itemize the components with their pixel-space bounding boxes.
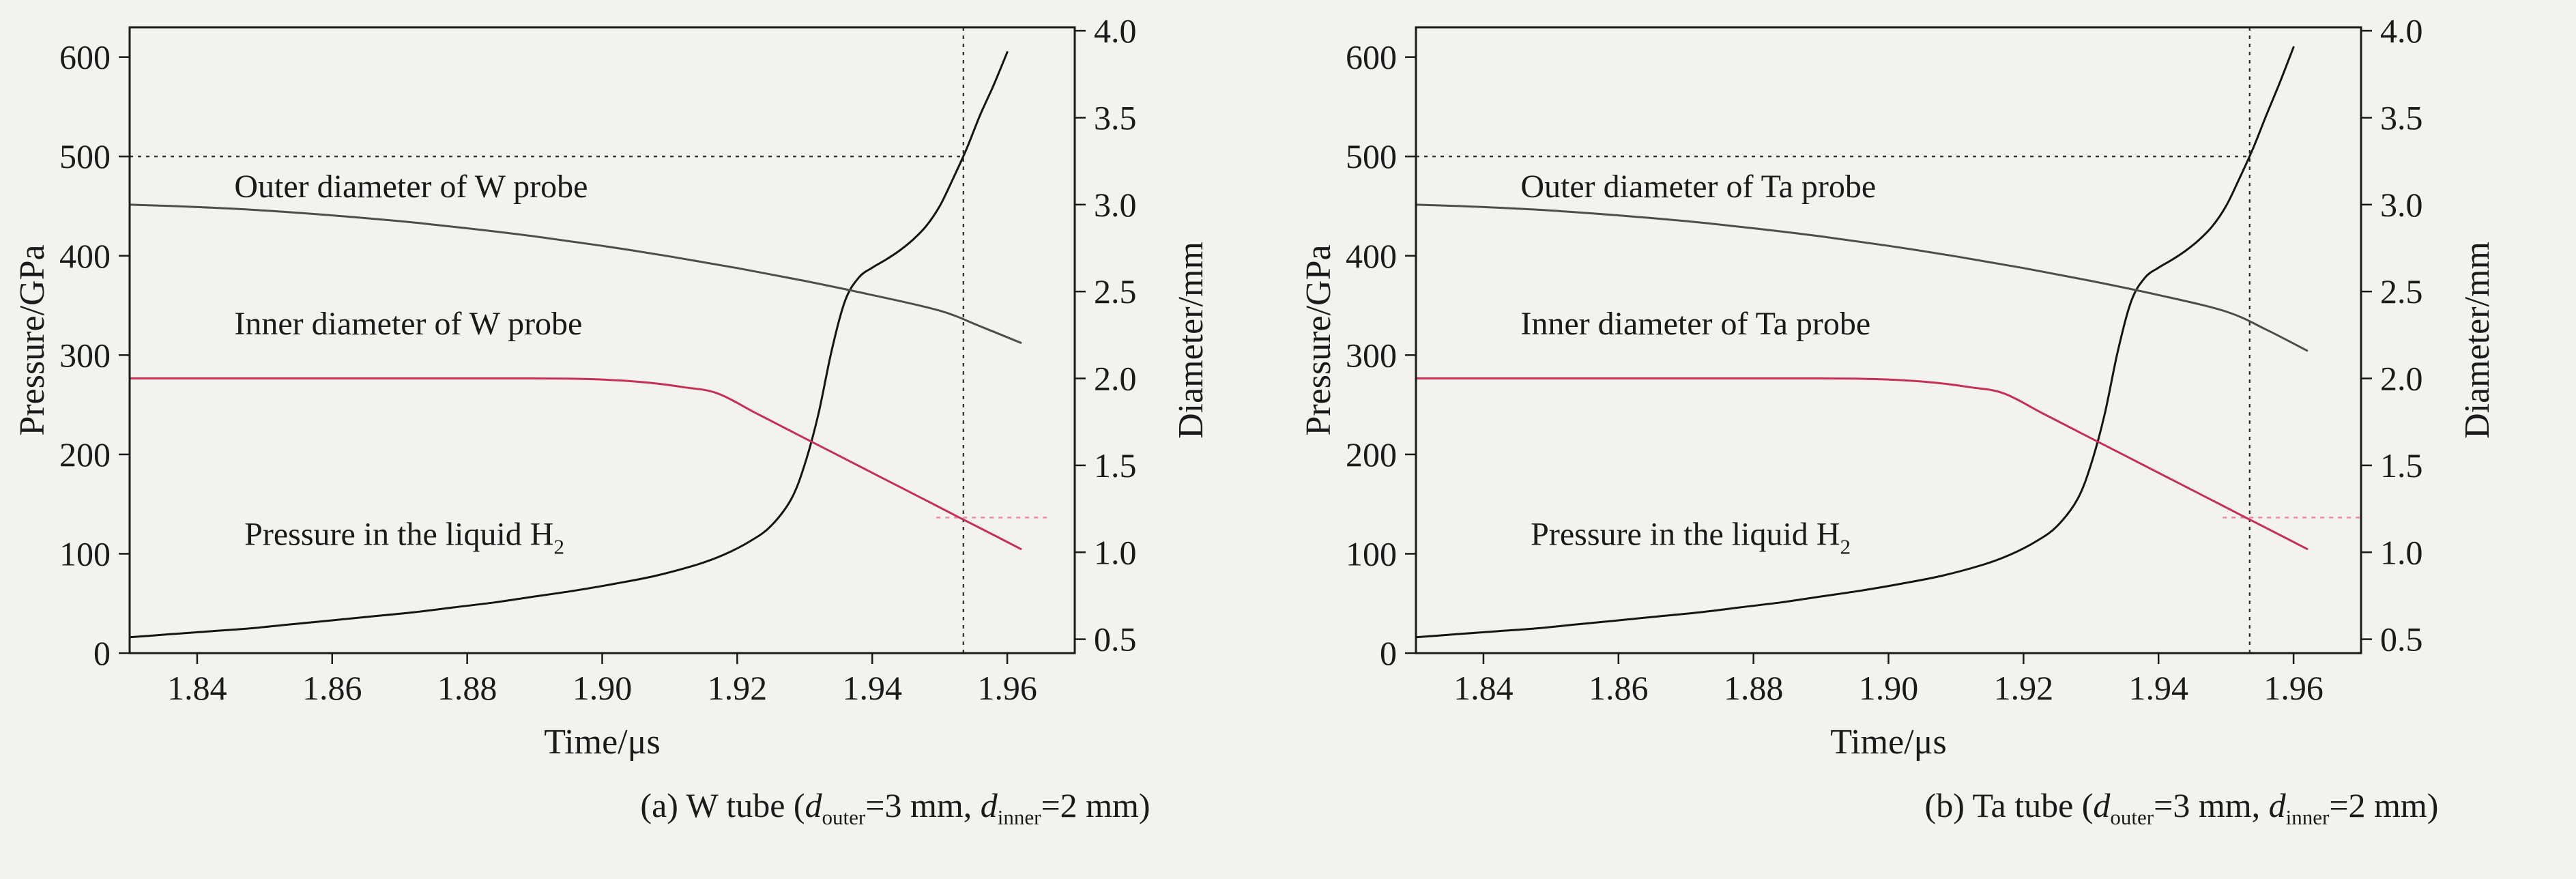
curve-label: Inner diameter of Ta probe	[1520, 306, 1870, 342]
y-right-tick-label: 0.5	[2380, 620, 2423, 659]
x-tick-label: 1.96	[977, 669, 1037, 707]
curve-label: Outer diameter of Ta probe	[1520, 169, 1876, 205]
x-tick-label: 1.88	[437, 669, 497, 707]
y-right-tick-label: 2.0	[2380, 360, 2423, 398]
x-tick-label: 1.86	[1589, 669, 1649, 707]
x-tick-label: 1.84	[167, 669, 227, 707]
curve-label: Inner diameter of W probe	[234, 306, 582, 342]
x-tick-label: 1.92	[1994, 669, 2054, 707]
y-right-tick-label: 1.5	[1094, 446, 1137, 485]
curve-label: Pressure in the liquid H2	[1531, 516, 1851, 558]
x-tick-label: 1.84	[1453, 669, 1514, 707]
y-left-tick-label: 600	[1346, 38, 1397, 76]
y-left-tick-label: 300	[1346, 336, 1397, 374]
curve-label: Pressure in the liquid H2	[244, 516, 564, 558]
y-left-tick-label: 600	[59, 38, 111, 76]
x-tick-label: 1.94	[842, 669, 902, 707]
y-left-tick-label: 0	[93, 634, 111, 672]
series-pressure-in-the-liquid-h2	[1415, 46, 2295, 639]
y-left-axis-title: Pressure/GPa	[13, 244, 52, 435]
y-right-tick-label: 4.0	[1094, 15, 1137, 50]
y-right-tick-label: 3.0	[2380, 186, 2423, 224]
y-left-tick-label: 400	[1346, 237, 1397, 275]
x-axis-title: Time/μs	[1830, 723, 1946, 762]
y-left-tick-label: 200	[59, 435, 111, 474]
dual-panel-figure: 1.84 1.86 1.88 1.90 1.92 1.94 1.96 0 100 200 300 40…	[7, 15, 2562, 831]
y-right-axis-title: Diameter/mm	[2458, 242, 2497, 439]
series-inner-diameter-of-ta-probe	[1415, 377, 2309, 550]
series-pressure-in-the-liquid-h2	[128, 51, 1009, 639]
chart-panel-b: 1.84 1.86 1.88 1.90 1.92 1.94 1.96 0 100 200 300 40…	[1293, 15, 2562, 831]
x-tick-label: 1.88	[1724, 669, 1784, 707]
y-right-tick-label: 1.5	[2380, 446, 2423, 485]
series-inner-diameter-of-w-probe	[128, 377, 1022, 550]
y-right-tick-label: 1.0	[2380, 533, 2423, 571]
x-tick-label: 1.96	[2263, 669, 2324, 707]
y-right-tick-label: 3.5	[2380, 98, 2423, 136]
y-left-tick-label: 500	[1346, 137, 1397, 175]
chart-caption-b: (b) Ta tube (douter=3 mm, dinner=2 mm)	[1924, 786, 2439, 829]
y-right-tick-label: 2.5	[1094, 272, 1137, 311]
chart-a-canvas: 1.84 1.86 1.88 1.90 1.92 1.94 1.96 0 100 200 300 40…	[13, 15, 1211, 762]
y-right-tick-label: 2.5	[2380, 272, 2423, 311]
y-left-axis-title: Pressure/GPa	[1299, 244, 1338, 435]
y-left-tick-label: 100	[1346, 534, 1397, 573]
y-left-tick-label: 0	[1380, 634, 1397, 672]
y-left-tick-label: 100	[59, 534, 111, 573]
x-tick-label: 1.90	[1859, 669, 1919, 707]
chart-caption-a: (a) W tube (douter=3 mm, dinner=2 mm)	[640, 786, 1150, 829]
y-right-axis-title: Diameter/mm	[1172, 242, 1211, 439]
chart-b-canvas: 1.84 1.86 1.88 1.90 1.92 1.94 1.96 0 100 200 300 40…	[1299, 15, 2497, 762]
y-left-tick-label: 200	[1346, 435, 1397, 474]
y-right-tick-label: 3.0	[1094, 186, 1137, 224]
y-right-tick-label: 1.0	[1094, 533, 1137, 571]
x-tick-label: 1.94	[2128, 669, 2188, 707]
y-left-tick-label: 500	[59, 137, 111, 175]
x-tick-label: 1.86	[302, 669, 362, 707]
y-right-tick-label: 3.5	[1094, 98, 1137, 136]
chart-panel-a: 1.84 1.86 1.88 1.90 1.92 1.94 1.96 0 100 200 300 40…	[7, 15, 1276, 831]
series-outer-diameter-of-w-probe	[128, 203, 1022, 344]
y-right-tick-label: 2.0	[1094, 360, 1137, 398]
x-axis-title: Time/μs	[544, 723, 660, 762]
curve-label: Outer diameter of W probe	[234, 169, 588, 205]
y-left-tick-label: 400	[59, 237, 111, 275]
series-outer-diameter-of-ta-probe	[1415, 203, 2309, 352]
y-right-tick-label: 4.0	[2380, 15, 2423, 50]
y-left-tick-label: 300	[59, 336, 111, 374]
x-tick-label: 1.92	[708, 669, 768, 707]
y-right-tick-label: 0.5	[1094, 620, 1137, 659]
x-tick-label: 1.90	[573, 669, 633, 707]
